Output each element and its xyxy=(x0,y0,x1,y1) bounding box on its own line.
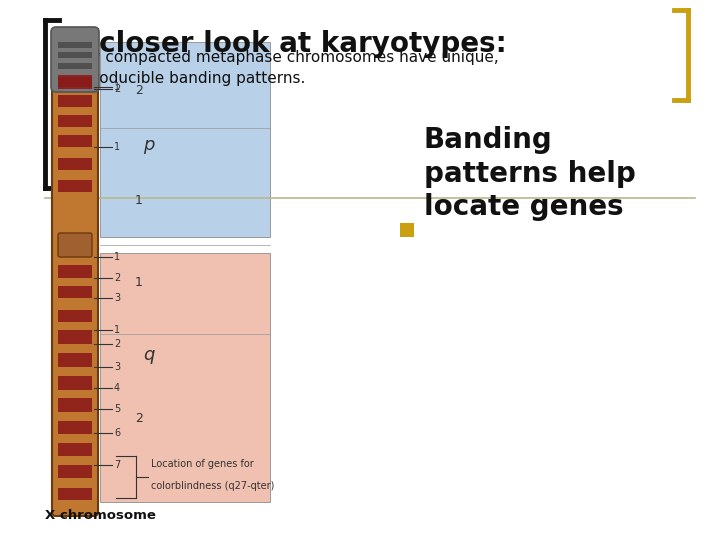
Bar xyxy=(100,253,270,502)
Bar xyxy=(58,95,92,107)
Text: 1: 1 xyxy=(114,325,120,335)
Bar xyxy=(58,158,92,170)
Bar xyxy=(58,488,92,500)
Text: 1: 1 xyxy=(114,82,120,92)
FancyBboxPatch shape xyxy=(58,233,92,257)
Bar xyxy=(58,310,92,322)
Text: X chromosome: X chromosome xyxy=(45,509,156,522)
Bar xyxy=(400,223,414,237)
Text: 1: 1 xyxy=(114,142,120,152)
Bar xyxy=(58,286,92,298)
Text: 3: 3 xyxy=(114,362,120,372)
Bar xyxy=(100,42,270,237)
Text: 2: 2 xyxy=(114,273,120,283)
Text: fully compacted metaphase chromosomes have unique,
reproducible banding patterns: fully compacted metaphase chromosomes ha… xyxy=(68,50,499,86)
Bar xyxy=(58,265,92,278)
Text: 4: 4 xyxy=(114,383,120,393)
Bar xyxy=(58,443,92,456)
Text: p: p xyxy=(143,136,155,154)
Bar xyxy=(58,353,92,367)
Text: 1: 1 xyxy=(135,275,143,288)
Bar xyxy=(58,330,92,344)
FancyBboxPatch shape xyxy=(52,28,98,516)
Bar xyxy=(58,398,92,412)
Text: 6: 6 xyxy=(114,428,120,438)
Text: q: q xyxy=(143,346,155,364)
Bar xyxy=(58,421,92,434)
Bar xyxy=(58,135,92,147)
Text: colorblindness (q27-qter): colorblindness (q27-qter) xyxy=(151,481,274,491)
FancyBboxPatch shape xyxy=(51,27,99,92)
Text: 3: 3 xyxy=(114,293,120,303)
Text: Location of genes for: Location of genes for xyxy=(151,459,253,469)
Bar xyxy=(58,63,92,69)
Text: 5: 5 xyxy=(114,404,120,414)
Text: 2: 2 xyxy=(114,84,120,94)
Text: 1: 1 xyxy=(114,252,120,262)
Text: 2: 2 xyxy=(114,339,120,349)
Text: 2: 2 xyxy=(135,84,143,97)
Bar xyxy=(58,42,92,48)
Bar xyxy=(58,465,92,478)
Bar xyxy=(58,77,92,89)
Bar xyxy=(58,180,92,192)
Bar xyxy=(58,75,92,87)
Text: 2: 2 xyxy=(135,411,143,424)
Text: Banding
patterns help
locate genes: Banding patterns help locate genes xyxy=(424,126,636,221)
Text: 7: 7 xyxy=(114,460,120,470)
Text: A closer look at karyotypes:: A closer look at karyotypes: xyxy=(68,30,507,58)
Bar xyxy=(58,376,92,390)
Bar xyxy=(58,52,92,58)
Bar xyxy=(58,115,92,127)
Text: 1: 1 xyxy=(135,193,143,206)
